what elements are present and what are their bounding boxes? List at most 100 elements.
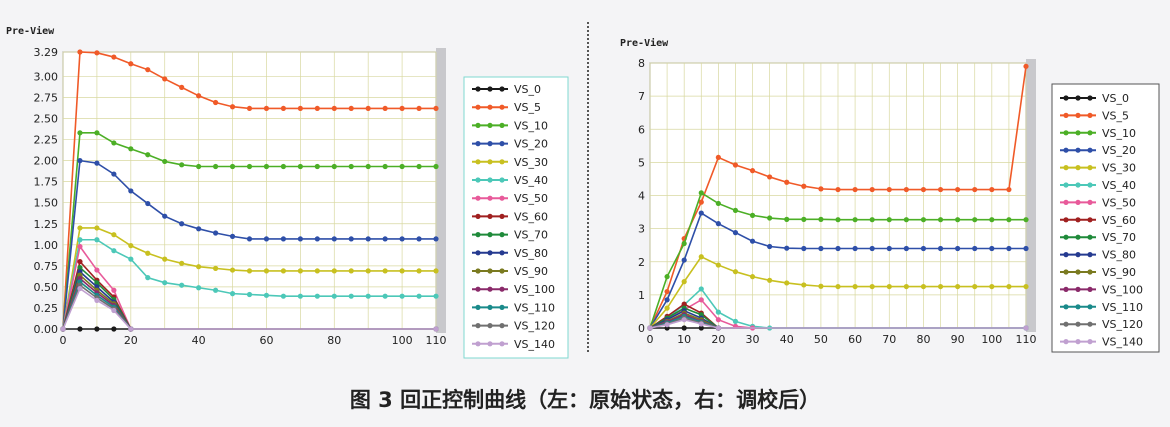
data-point [94, 50, 100, 56]
y-tick-label: 0.50 [34, 281, 59, 294]
data-point [732, 318, 739, 324]
legend-marker [1063, 234, 1069, 240]
data-point [94, 237, 100, 243]
legend-label: VS_40 [1102, 179, 1136, 192]
legend-marker [1063, 199, 1069, 205]
legend-marker [1063, 286, 1069, 292]
data-point [348, 293, 354, 299]
right-chart-panel: Pre-View 0 1 2 3 4 5 6 7 8 0 10 20 30 40 50 60 70 80 90 100… [600, 0, 1170, 370]
plot-shadow [436, 48, 446, 333]
data-point [818, 245, 824, 252]
data-point [280, 293, 287, 299]
data-point [77, 285, 83, 292]
legend-marker [1087, 339, 1093, 345]
legend-marker [1087, 269, 1093, 275]
data-point [246, 236, 253, 242]
legend-marker [1075, 321, 1081, 327]
data-point [715, 262, 721, 268]
legend-marker [499, 250, 505, 256]
legend-marker [1087, 217, 1093, 223]
legend-label: VS_30 [1102, 162, 1136, 175]
data-point [869, 245, 875, 252]
data-point [1006, 245, 1012, 252]
legend-marker [1087, 182, 1093, 188]
legend-label: VS_140 [514, 338, 555, 351]
data-point [886, 217, 892, 223]
data-point [179, 260, 185, 266]
data-point [681, 325, 687, 331]
data-point [835, 186, 841, 193]
x-tick-label: 80 [916, 333, 930, 346]
legend-marker [475, 232, 481, 238]
data-point [246, 163, 253, 170]
legend-label: VS_80 [1102, 249, 1136, 262]
data-point [77, 326, 83, 332]
data-point [331, 163, 337, 170]
data-point [852, 283, 858, 290]
legend-marker [475, 323, 481, 329]
legend-marker [1075, 182, 1081, 188]
data-point [664, 297, 670, 303]
legend-marker [1087, 304, 1093, 310]
data-point [903, 217, 909, 223]
x-tick-label: 20 [124, 334, 138, 347]
y-tick-label: 8 [638, 57, 645, 70]
data-point [732, 162, 739, 168]
legend-marker [487, 250, 493, 256]
legend-marker [487, 232, 493, 238]
data-point [280, 163, 287, 170]
legend-marker [1087, 130, 1093, 136]
data-point [314, 236, 320, 242]
data-point [767, 243, 773, 250]
data-point [128, 326, 134, 332]
y-tick-label: 2 [638, 256, 645, 269]
data-point [664, 305, 670, 311]
data-point [972, 217, 978, 223]
data-point [801, 245, 807, 252]
data-point [280, 105, 287, 112]
data-point [297, 268, 303, 274]
data-point [749, 212, 756, 218]
legend-label: VS_0 [1102, 92, 1129, 105]
data-point [314, 293, 320, 299]
data-point [972, 186, 978, 193]
y-tick-label: 0.00 [34, 323, 59, 336]
x-tick-label: 40 [780, 333, 794, 346]
data-point [955, 283, 961, 290]
data-point [94, 225, 100, 231]
data-point [297, 293, 303, 299]
data-point [263, 105, 270, 112]
legend-label: VS_10 [1102, 127, 1136, 140]
data-point [715, 317, 721, 323]
data-point [433, 105, 439, 112]
data-point [749, 168, 756, 174]
data-point [246, 268, 253, 274]
data-point [749, 238, 756, 244]
legend-label: VS_10 [514, 119, 548, 132]
y-tick-label: 0 [638, 322, 645, 335]
x-tick-label: 20 [711, 333, 725, 346]
legend-marker [1063, 95, 1069, 101]
series-line-VS_140 [62, 287, 436, 330]
data-point [348, 268, 354, 274]
legend-marker [499, 177, 505, 183]
legend-marker [487, 177, 493, 183]
data-point [196, 264, 202, 270]
data-point [989, 217, 995, 223]
plot-shadow [1026, 59, 1036, 332]
legend-marker [475, 159, 481, 165]
legend-marker [1075, 199, 1081, 205]
legend-marker [1087, 147, 1093, 153]
data-point [145, 275, 151, 281]
x-tick-label: 0 [647, 333, 654, 346]
data-point [382, 105, 388, 112]
data-point [348, 105, 354, 112]
legend-marker [475, 177, 481, 183]
data-point [920, 186, 927, 193]
y-tick-label: 0.75 [34, 260, 59, 273]
data-point [348, 236, 354, 242]
data-point [77, 49, 83, 55]
legend-marker [1075, 339, 1081, 345]
data-point [937, 186, 944, 193]
data-point [818, 283, 824, 289]
